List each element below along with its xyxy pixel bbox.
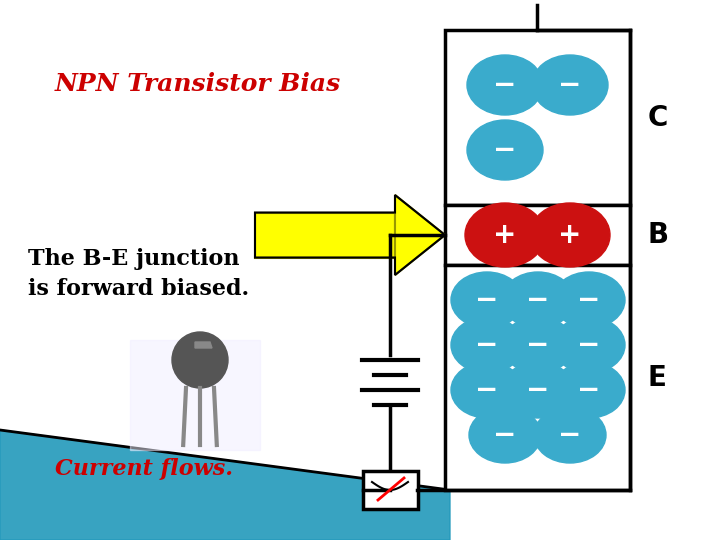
- Text: +: +: [558, 221, 582, 249]
- Text: C: C: [648, 104, 668, 132]
- Ellipse shape: [532, 55, 608, 115]
- Text: −: −: [526, 286, 549, 314]
- Text: −: −: [493, 136, 517, 164]
- Ellipse shape: [469, 407, 541, 463]
- Ellipse shape: [451, 362, 523, 418]
- Ellipse shape: [530, 203, 610, 267]
- Text: −: −: [493, 71, 517, 99]
- Text: −: −: [559, 421, 582, 449]
- Text: −: −: [493, 421, 517, 449]
- Bar: [363, 471, 418, 509]
- Bar: [130, 340, 260, 450]
- Ellipse shape: [502, 362, 574, 418]
- Text: +: +: [493, 221, 517, 249]
- Text: −: −: [526, 376, 549, 404]
- Bar: [445, 265, 630, 490]
- Text: Current flows.: Current flows.: [55, 458, 233, 480]
- Text: −: −: [559, 71, 582, 99]
- Ellipse shape: [465, 203, 545, 267]
- Ellipse shape: [553, 317, 625, 373]
- Text: −: −: [526, 331, 549, 359]
- Text: −: −: [475, 331, 499, 359]
- Ellipse shape: [553, 272, 625, 328]
- Ellipse shape: [467, 55, 543, 115]
- Bar: [445, 205, 630, 265]
- Text: −: −: [577, 376, 600, 404]
- Text: The B-E junction: The B-E junction: [28, 248, 240, 270]
- Polygon shape: [195, 342, 212, 348]
- Text: −: −: [475, 376, 499, 404]
- Polygon shape: [395, 195, 445, 275]
- Circle shape: [172, 332, 228, 388]
- Text: is forward biased.: is forward biased.: [28, 278, 249, 300]
- Ellipse shape: [502, 317, 574, 373]
- Polygon shape: [0, 430, 450, 540]
- Ellipse shape: [553, 362, 625, 418]
- Text: −: −: [577, 331, 600, 359]
- Ellipse shape: [451, 317, 523, 373]
- Bar: [255, 213, 395, 258]
- Text: E: E: [648, 363, 667, 392]
- Ellipse shape: [467, 120, 543, 180]
- Text: NPN Transistor Bias: NPN Transistor Bias: [55, 72, 341, 96]
- Ellipse shape: [534, 407, 606, 463]
- Ellipse shape: [502, 272, 574, 328]
- Text: −: −: [577, 286, 600, 314]
- Bar: [445, 30, 630, 205]
- Text: −: −: [475, 286, 499, 314]
- Ellipse shape: [451, 272, 523, 328]
- Text: B: B: [648, 221, 669, 249]
